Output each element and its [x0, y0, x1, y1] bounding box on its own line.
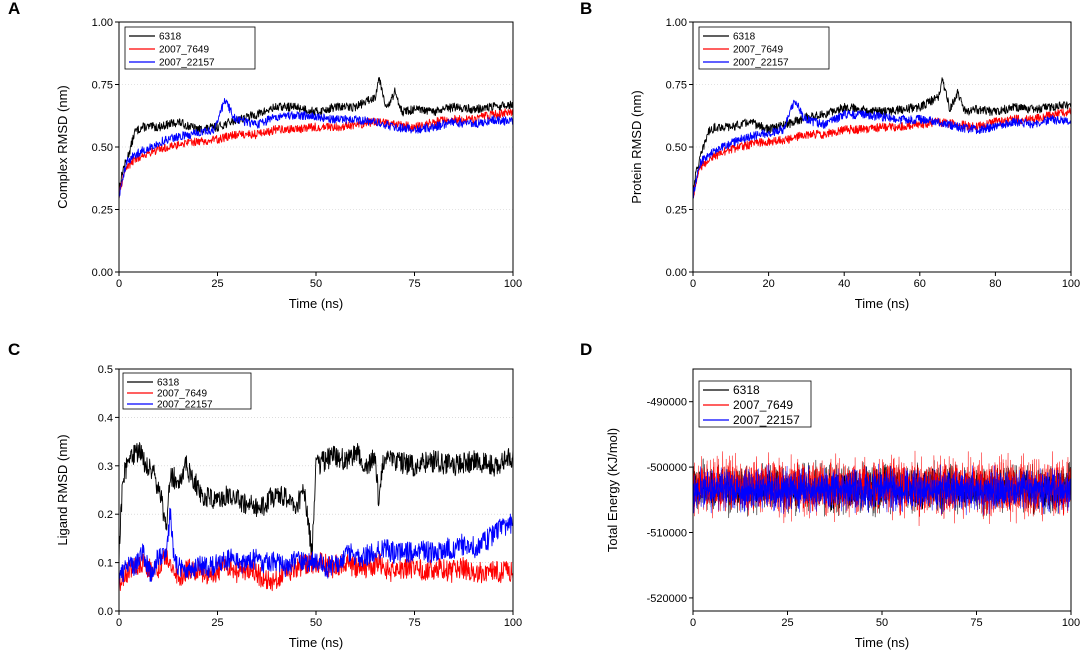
series-line-2007-7649 [119, 108, 513, 200]
y-tick-label: -490000 [647, 397, 687, 409]
x-tick-label: 40 [838, 278, 850, 290]
y-tick-label: 1.00 [92, 17, 113, 29]
y-axis-label: Protein RMSD (nm) [629, 90, 644, 203]
panel-c: C 0 25 50 75 100 0.0 0.1 0.2 0.3 0.4 0.5 Time (ns) Li… [8, 340, 522, 650]
y-tick-label: 0.4 [98, 412, 113, 424]
legend-box [122, 372, 252, 410]
x-tick-label: 25 [211, 617, 223, 629]
panel-b: B 0 20 40 60 80 100 0.00 0.25 0.50 0.75 1.00 Time (n… [580, 0, 1080, 311]
x-tick-label: 50 [310, 617, 322, 629]
x-tick-label: 20 [762, 278, 774, 290]
y-tick-label: 0.75 [92, 80, 113, 92]
legend-label: 2007_7649 [733, 398, 793, 412]
y-tick-label: 0.5 [98, 364, 113, 376]
x-tick-label: 75 [408, 278, 420, 290]
series-group [119, 77, 513, 200]
series-line-6318 [119, 442, 513, 564]
y-tick-label: 0.1 [98, 558, 113, 570]
y-tick-label: -510000 [647, 528, 687, 540]
panel-letter: C [8, 340, 20, 359]
y-tick-label: 0.75 [666, 80, 687, 92]
y-tick-label: 0.00 [92, 267, 113, 279]
y-tick-label: -500000 [647, 462, 687, 474]
series-line-2007-22157 [693, 463, 1071, 516]
panel-letter: A [8, 0, 20, 18]
x-tick-label: 50 [310, 278, 322, 290]
legend-label: 2007_22157 [733, 413, 800, 427]
y-axis-label: Ligand RMSD (nm) [55, 434, 70, 545]
legend-label: 6318 [157, 378, 180, 389]
y-tick-label: -520000 [647, 593, 687, 605]
legend-label: 2007_22157 [733, 58, 789, 69]
y-axis-label: Total Energy (KJ/mol) [605, 428, 620, 552]
legend-label: 2007_7649 [157, 389, 207, 400]
legend-label: 2007_22157 [159, 58, 215, 69]
series-line-6318 [119, 77, 513, 192]
x-tick-label: 75 [970, 617, 982, 629]
series-line-6318 [693, 77, 1071, 191]
x-tick-label: 80 [989, 278, 1001, 290]
y-tick-label: 0.2 [98, 509, 113, 521]
x-axis-label: Time (ns) [855, 635, 909, 650]
x-tick-label: 0 [690, 278, 696, 290]
x-axis-label: Time (ns) [289, 635, 343, 650]
x-tick-label: 50 [876, 617, 888, 629]
x-tick-label: 60 [914, 278, 926, 290]
x-tick-label: 0 [116, 278, 122, 290]
x-axis-label: Time (ns) [289, 296, 343, 311]
x-tick-label: 25 [211, 278, 223, 290]
x-tick-label: 100 [504, 617, 522, 629]
panel-d: D 0 25 50 75 100 -520000 -510000 -500000 -490000 T… [580, 340, 1080, 650]
x-tick-label: 100 [1062, 278, 1080, 290]
x-tick-label: 100 [504, 278, 522, 290]
series-group [693, 450, 1071, 526]
panel-a: A 0 25 50 75 100 0.00 0.25 0.50 0.75 1.00 Time (ns)… [8, 0, 522, 311]
y-tick-label: 0.3 [98, 461, 113, 473]
y-axis-label: Complex RMSD (nm) [55, 85, 70, 209]
series-line-2007-22157 [693, 99, 1071, 199]
y-tick-label: 0.50 [666, 142, 687, 154]
x-tick-label: 75 [408, 617, 420, 629]
y-tick-label: 0.25 [666, 205, 687, 217]
x-tick-label: 0 [116, 617, 122, 629]
series-line-2007-22157 [119, 507, 513, 592]
series-line-2007-22157 [119, 97, 513, 199]
legend-label: 6318 [733, 32, 756, 43]
legend-label: 6318 [159, 32, 182, 43]
y-tick-label: 0.50 [92, 142, 113, 154]
y-tick-label: 1.00 [666, 17, 687, 29]
y-tick-label: 0.00 [666, 267, 687, 279]
x-tick-label: 0 [690, 617, 696, 629]
series-line-2007-7649 [119, 548, 513, 592]
x-tick-label: 25 [781, 617, 793, 629]
y-tick-label: 0.25 [92, 205, 113, 217]
legend-label: 2007_7649 [159, 45, 209, 56]
panel-letter: B [580, 0, 592, 18]
legend-label: 2007_22157 [157, 400, 213, 411]
x-tick-label: 100 [1062, 617, 1080, 629]
legend-box [698, 380, 812, 428]
panel-letter: D [580, 340, 592, 359]
series-group [119, 442, 513, 592]
legend-box [124, 26, 256, 70]
x-axis-label: Time (ns) [855, 296, 909, 311]
legend-label: 6318 [733, 383, 760, 397]
legend-label: 2007_7649 [733, 45, 783, 56]
y-tick-label: 0.0 [98, 606, 113, 618]
series-group [693, 77, 1071, 199]
